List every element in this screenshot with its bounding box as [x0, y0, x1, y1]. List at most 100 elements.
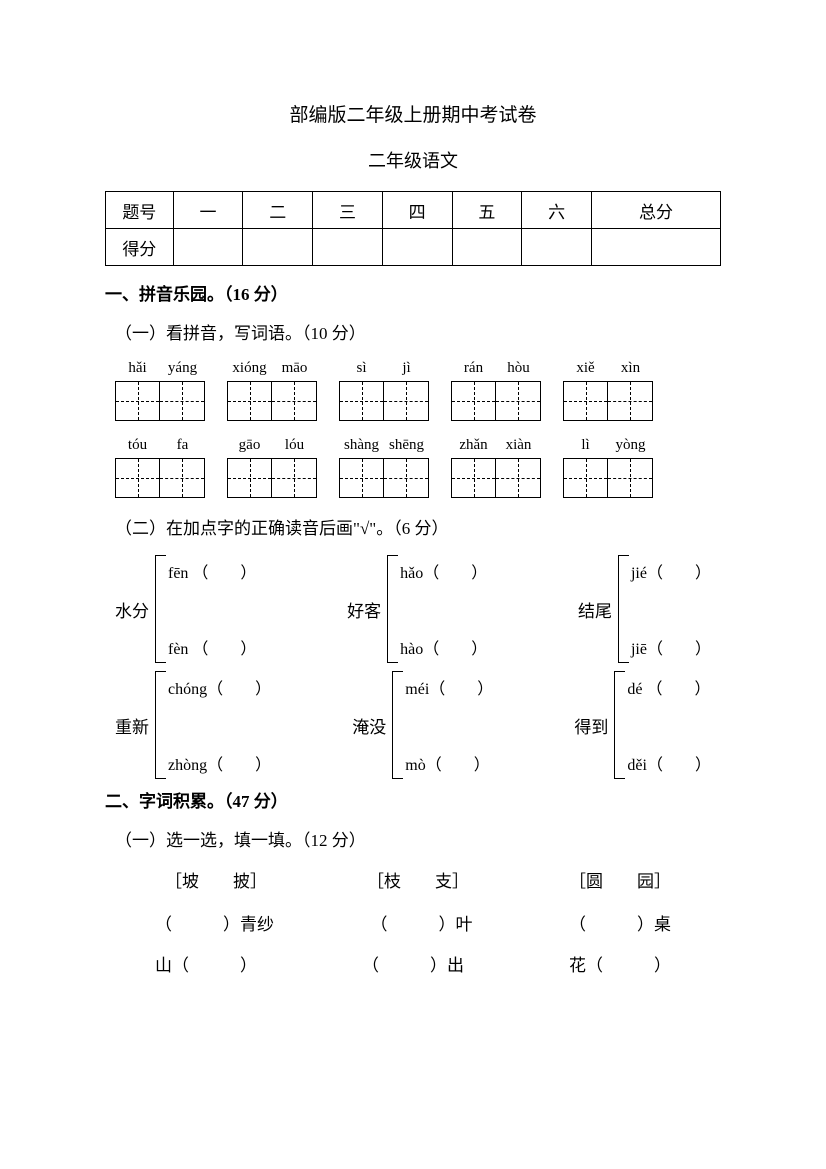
choice-group: ［枝 支］ — [367, 867, 469, 892]
reading-option[interactable]: zhòng（ ） — [168, 751, 271, 775]
mizi-box[interactable] — [115, 381, 160, 421]
mizi-box[interactable] — [563, 381, 608, 421]
pinyin-pair: xiěxìn — [563, 360, 653, 421]
reading-item: 水分 fēn （ ） fèn （ ） — [115, 555, 256, 663]
col-5: 五 — [452, 192, 522, 229]
section-1-title: 一、拼音乐园。（16 分） — [105, 280, 721, 305]
score-header-row: 题号 一 二 三 四 五 六 总分 — [106, 192, 721, 229]
bracket-icon — [392, 671, 403, 779]
pinyin-pair: gāolóu — [227, 437, 317, 498]
pinyin: xiě — [563, 360, 608, 377]
pinyin: hòu — [496, 360, 541, 377]
pinyin: lì — [563, 437, 608, 454]
fill-row-2: 山（ ） （ ）出 花（ ） — [155, 951, 671, 976]
pinyin-row-1: hǎiyáng xióngmāo sìjì ránhòu xiěxìn — [115, 360, 721, 421]
reading-word: 淹没 — [352, 713, 386, 738]
pinyin: rán — [451, 360, 496, 377]
col-total: 总分 — [591, 192, 720, 229]
section-1-2-title: （二）在加点字的正确读音后画"√"。（6 分） — [115, 514, 721, 539]
reading-option[interactable]: dé （ ） — [627, 675, 711, 699]
score-cell[interactable] — [243, 229, 313, 266]
col-6: 六 — [522, 192, 592, 229]
col-2: 二 — [243, 192, 313, 229]
pinyin: yáng — [160, 360, 205, 377]
score-cell[interactable] — [522, 229, 592, 266]
reading-option[interactable]: fèn （ ） — [168, 635, 256, 659]
reading-option[interactable]: jiē（ ） — [631, 635, 711, 659]
fill-blank[interactable]: 山（ ） — [155, 951, 257, 976]
reading-option[interactable]: chóng（ ） — [168, 675, 271, 699]
pinyin-row-2: tóufa gāolóu shàngshēng zhǎnxiàn lìyòng — [115, 437, 721, 498]
mizi-box[interactable] — [160, 381, 205, 421]
fill-blank[interactable]: （ ）叶 — [371, 910, 473, 935]
pinyin-pair: ránhòu — [451, 360, 541, 421]
fill-blank[interactable]: （ ）出 — [362, 951, 464, 976]
score-cell[interactable] — [591, 229, 720, 266]
reading-option[interactable]: děi（ ） — [627, 751, 711, 775]
pinyin: hǎi — [115, 360, 160, 377]
reading-option[interactable]: mò（ ） — [405, 751, 493, 775]
exam-page: 部编版二年级上册期中考试卷 二年级语文 题号 一 二 三 四 五 六 总分 得分… — [0, 0, 826, 1169]
header-label: 题号 — [106, 192, 174, 229]
mizi-box[interactable] — [496, 458, 541, 498]
pinyin-pair: shàngshēng — [339, 437, 429, 498]
col-1: 一 — [173, 192, 243, 229]
mizi-box[interactable] — [451, 381, 496, 421]
mizi-box[interactable] — [384, 381, 429, 421]
mizi-box[interactable] — [160, 458, 205, 498]
choice-group: ［圆 园］ — [569, 867, 671, 892]
mizi-box[interactable] — [272, 381, 317, 421]
pinyin: shàng — [339, 437, 384, 454]
bracket-icon — [387, 555, 398, 663]
pinyin: māo — [272, 360, 317, 377]
score-cell[interactable] — [313, 229, 383, 266]
page-title: 部编版二年级上册期中考试卷 — [105, 100, 721, 127]
bracket-icon — [618, 555, 629, 663]
mizi-box[interactable] — [608, 458, 653, 498]
reading-item: 淹没 méi（ ） mò（ ） — [352, 671, 493, 779]
mizi-box[interactable] — [227, 458, 272, 498]
mizi-box[interactable] — [115, 458, 160, 498]
pinyin-pair: zhǎnxiàn — [451, 437, 541, 498]
reading-option[interactable]: méi（ ） — [405, 675, 493, 699]
mizi-box[interactable] — [227, 381, 272, 421]
fill-blank[interactable]: 花（ ） — [569, 951, 671, 976]
choice-group: ［坡 披］ — [165, 867, 267, 892]
bracket-icon — [155, 555, 166, 663]
section-1-1-title: （一）看拼音，写词语。（10 分） — [115, 319, 721, 344]
reading-word: 好客 — [347, 597, 381, 622]
mizi-box[interactable] — [384, 458, 429, 498]
mizi-box[interactable] — [272, 458, 317, 498]
reading-row-1: 水分 fēn （ ） fèn （ ） 好客 hǎo（ ） hào（ ） 结尾 — [115, 555, 711, 663]
pinyin-pair: tóufa — [115, 437, 205, 498]
reading-option[interactable]: jié（ ） — [631, 559, 711, 583]
score-label: 得分 — [106, 229, 174, 266]
mizi-box[interactable] — [339, 381, 384, 421]
reading-option[interactable]: fēn （ ） — [168, 559, 256, 583]
mizi-box[interactable] — [563, 458, 608, 498]
mizi-box[interactable] — [496, 381, 541, 421]
pinyin: tóu — [115, 437, 160, 454]
score-cell[interactable] — [382, 229, 452, 266]
score-cell[interactable] — [173, 229, 243, 266]
reading-item: 重新 chóng（ ） zhòng（ ） — [115, 671, 271, 779]
pinyin: yòng — [608, 437, 653, 454]
pinyin-pair: sìjì — [339, 360, 429, 421]
mizi-box[interactable] — [339, 458, 384, 498]
score-cell[interactable] — [452, 229, 522, 266]
pinyin-pair: lìyòng — [563, 437, 653, 498]
reading-item: 结尾 jié（ ） jiē（ ） — [578, 555, 711, 663]
pinyin: fa — [160, 437, 205, 454]
fill-blank[interactable]: （ ）青纱 — [155, 910, 274, 935]
fill-blank[interactable]: （ ）桌 — [569, 910, 671, 935]
mizi-box[interactable] — [451, 458, 496, 498]
reading-option[interactable]: hǎo（ ） — [400, 559, 487, 583]
score-table: 题号 一 二 三 四 五 六 总分 得分 — [105, 191, 721, 266]
section-2-title: 二、字词积累。（47 分） — [105, 787, 721, 812]
mizi-box[interactable] — [608, 381, 653, 421]
bracket-icon — [155, 671, 166, 779]
reading-option[interactable]: hào（ ） — [400, 635, 487, 659]
col-3: 三 — [313, 192, 383, 229]
reading-word: 重新 — [115, 713, 149, 738]
reading-word: 得到 — [574, 713, 608, 738]
